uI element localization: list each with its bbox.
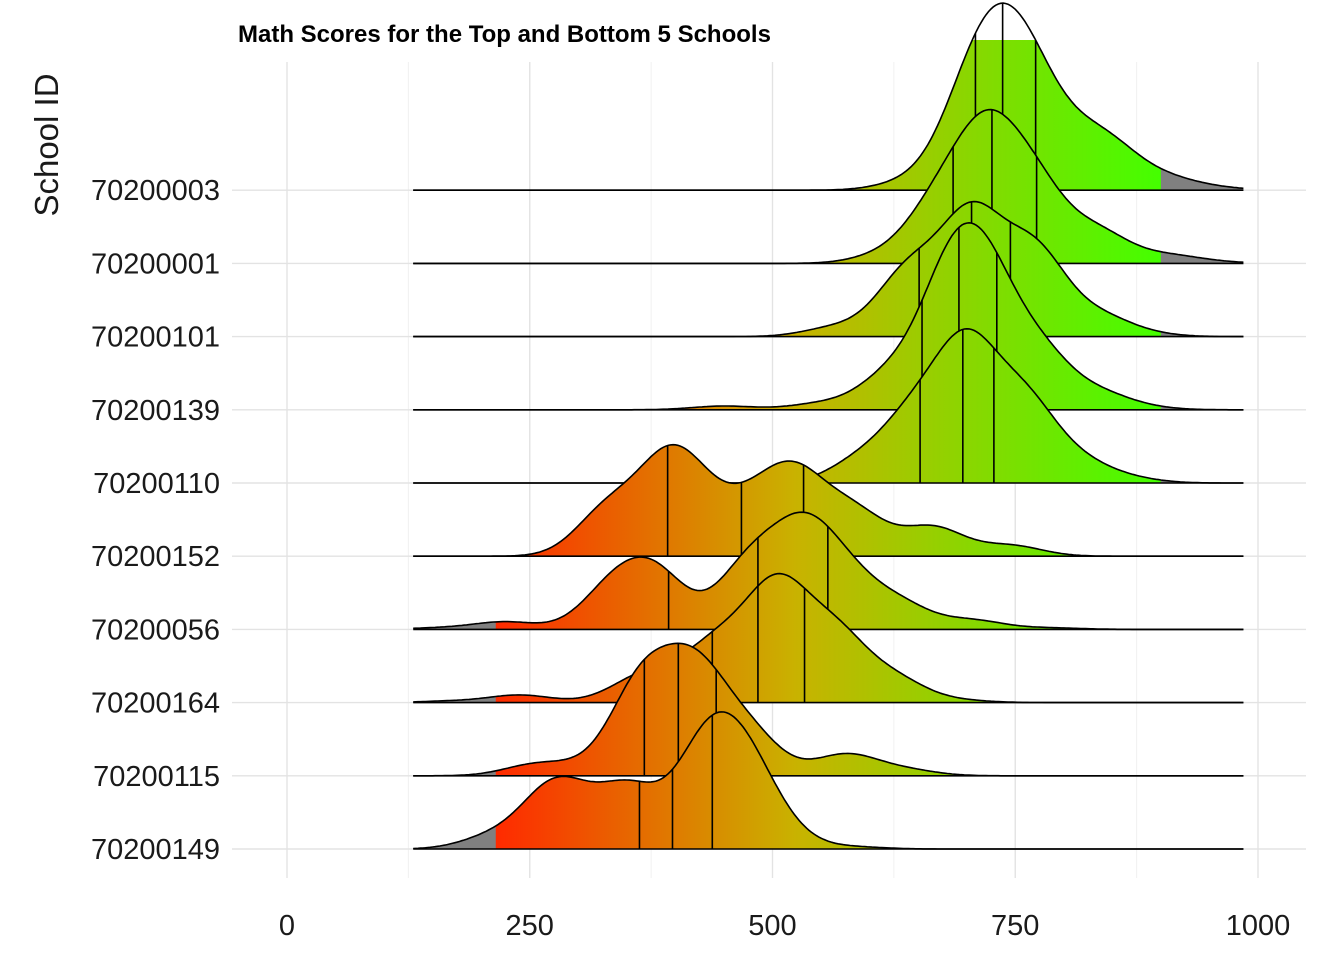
y-tick-label: 70200056 xyxy=(91,614,220,646)
y-tick-label: 70200164 xyxy=(91,688,220,720)
x-tick-label: 250 xyxy=(506,910,554,942)
ridge-70200139 xyxy=(413,221,1244,411)
y-tick-label: 70200115 xyxy=(93,761,220,793)
x-tick-label: 0 xyxy=(279,910,295,942)
y-tick-label: 70200001 xyxy=(91,248,220,280)
ridge-fill xyxy=(495,40,1161,191)
x-tick-label: 500 xyxy=(748,910,796,942)
y-tick-label: 70200110 xyxy=(93,468,220,500)
ridge-outline xyxy=(413,200,1244,338)
y-axis-title: School ID xyxy=(28,73,65,216)
y-tick-label: 70200152 xyxy=(91,541,220,573)
x-tick-label: 1000 xyxy=(1226,910,1291,942)
density-ridges xyxy=(413,2,1244,850)
y-tick-label: 70200139 xyxy=(91,395,220,427)
y-tick-label: 70200101 xyxy=(91,322,220,354)
chart-title: Math Scores for the Top and Bottom 5 Sch… xyxy=(238,21,771,48)
y-tick-label: 70200149 xyxy=(91,834,220,866)
axis-labels: Math Scores for the Top and Bottom 5 Sch… xyxy=(28,21,1290,942)
ridge-tail-fill xyxy=(413,222,1244,410)
x-tick-label: 750 xyxy=(991,910,1039,942)
y-tick-label: 70200003 xyxy=(91,175,220,207)
